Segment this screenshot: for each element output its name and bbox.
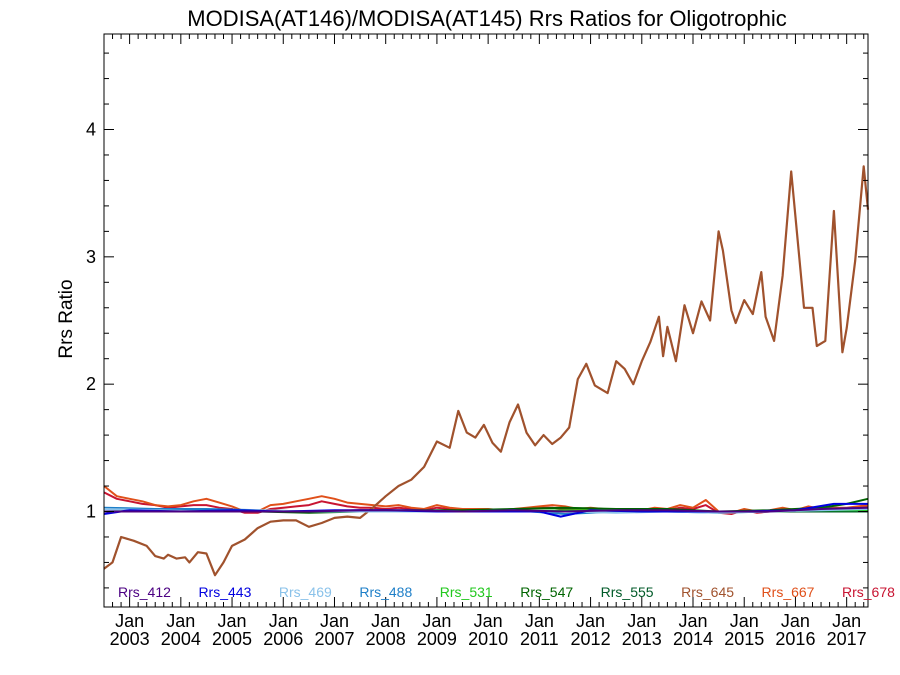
y-tick-label: 1 xyxy=(86,502,96,522)
x-tick-label-year: 2017 xyxy=(827,629,867,649)
x-tick-label-year: 2005 xyxy=(212,629,252,649)
legend-entry-rrs-469: Rrs_469 xyxy=(279,584,332,600)
x-tick-label-year: 2009 xyxy=(417,629,457,649)
x-tick-label-year: 2006 xyxy=(263,629,303,649)
x-tick-label-year: 2007 xyxy=(314,629,354,649)
x-tick-label-year: 2015 xyxy=(724,629,764,649)
y-axis-label: Rrs Ratio xyxy=(56,279,77,358)
x-tick-label-month: Jan xyxy=(320,611,349,631)
x-tick-label-month: Jan xyxy=(422,611,451,631)
x-tick-label-month: Jan xyxy=(474,611,503,631)
plot-lines xyxy=(103,165,870,577)
legend-entry-rrs-667: Rrs_667 xyxy=(762,584,815,600)
chart-title: MODISA(AT146)/MODISA(AT145) Rrs Ratios f… xyxy=(187,6,786,31)
x-tick-label-year: 2008 xyxy=(366,629,406,649)
x-tick-label-month: Jan xyxy=(627,611,656,631)
legend-entry-rrs-488: Rrs_488 xyxy=(359,584,412,600)
axis-ticks xyxy=(103,34,868,607)
y-tick-label: 3 xyxy=(86,247,96,267)
x-tick-label-month: Jan xyxy=(269,611,298,631)
series-line-rrs-412 xyxy=(104,506,869,513)
legend-entry-rrs-547: Rrs_547 xyxy=(520,584,573,600)
x-tick-label-month: Jan xyxy=(115,611,144,631)
series-line-rrs-645 xyxy=(103,165,870,577)
x-tick-label-year: 2016 xyxy=(775,629,815,649)
y-tick-label: 2 xyxy=(86,374,96,394)
x-tick-label-month: Jan xyxy=(832,611,861,631)
x-tick-label-month: Jan xyxy=(730,611,759,631)
tick-labels: 1234Jan2003Jan2004Jan2005Jan2006Jan2007J… xyxy=(86,120,867,650)
legend-entry-rrs-412: Rrs_412 xyxy=(118,584,171,600)
plot-frame xyxy=(103,33,869,608)
x-tick-label-year: 2010 xyxy=(468,629,508,649)
x-tick-label-month: Jan xyxy=(678,611,707,631)
legend-entry-rrs-443: Rrs_443 xyxy=(198,584,251,600)
x-tick-label-year: 2004 xyxy=(161,629,201,649)
legend-entry-rrs-645: Rrs_645 xyxy=(681,584,734,600)
x-tick-label-month: Jan xyxy=(525,611,554,631)
x-tick-label-month: Jan xyxy=(576,611,605,631)
legend-entry-rrs-555: Rrs_555 xyxy=(601,584,654,600)
x-tick-label-year: 2003 xyxy=(110,629,150,649)
x-tick-label-year: 2014 xyxy=(673,629,713,649)
legend-entry-rrs-678: Rrs_678 xyxy=(842,584,895,600)
x-tick-label-month: Jan xyxy=(166,611,195,631)
legend: Rrs_412 Rrs_443 Rrs_469 Rrs_488 Rrs_531 Rrs_5… xyxy=(118,584,895,600)
x-tick-label-year: 2012 xyxy=(571,629,611,649)
x-tick-label-month: Jan xyxy=(218,611,247,631)
x-tick-label-month: Jan xyxy=(371,611,400,631)
x-tick-label-year: 2011 xyxy=(520,629,559,649)
y-tick-label: 4 xyxy=(86,120,96,140)
x-tick-label-year: 2013 xyxy=(622,629,662,649)
x-tick-label-month: Jan xyxy=(781,611,810,631)
legend-entry-rrs-531: Rrs_531 xyxy=(440,584,493,600)
